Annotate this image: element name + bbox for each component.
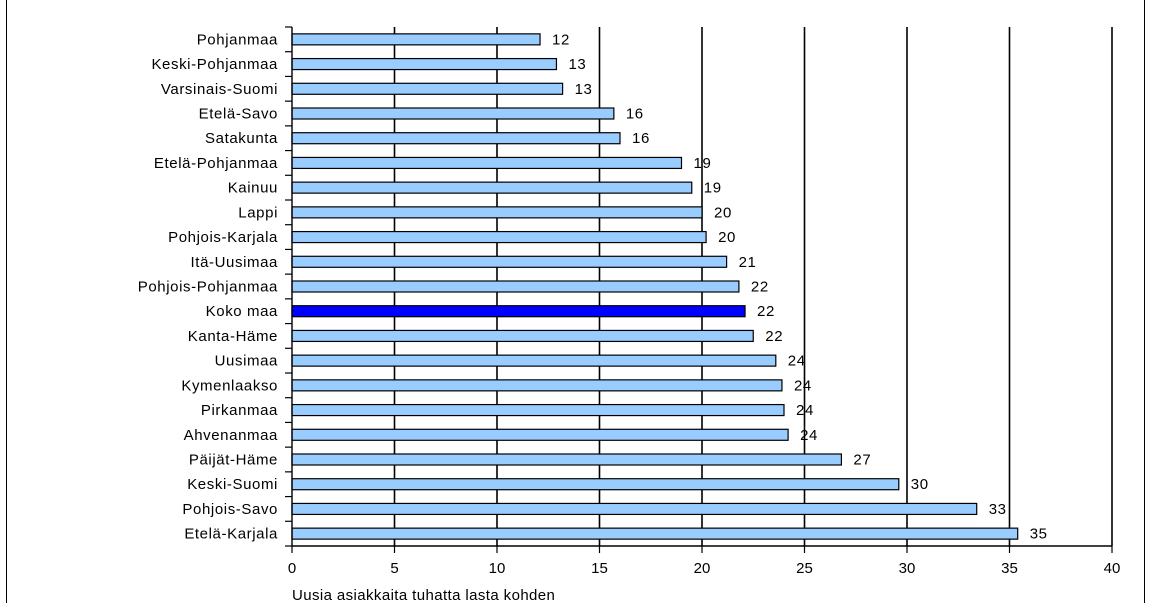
bar-keski-suomi: [291, 478, 900, 491]
bar-pohjois-karjala: [291, 230, 707, 244]
category-label: Pohjois-Pohjanmaa: [138, 279, 278, 296]
data-label: 24: [800, 427, 818, 444]
x-tick-label: 20: [694, 560, 711, 577]
category-label: Kanta-Häme: [188, 328, 278, 345]
data-label: 30: [911, 476, 929, 493]
x-tick-label: 0: [288, 560, 296, 577]
data-label: 16: [632, 130, 650, 147]
category-label: Ahvenanmaa: [184, 427, 278, 444]
data-label: 27: [853, 452, 871, 469]
category-label: Etelä-Savo: [199, 106, 278, 123]
data-label: 22: [751, 279, 769, 296]
x-tick-label: 35: [1001, 560, 1018, 577]
data-label: 24: [788, 353, 806, 370]
category-label: Keski-Pohjanmaa: [151, 56, 278, 73]
category-label: Pohjois-Karjala: [168, 229, 278, 246]
bar-etelä-pohjanmaa: [291, 156, 683, 170]
data-label: 22: [757, 303, 775, 320]
bar-etelä-karjala: [291, 527, 1019, 540]
bar-kainuu: [291, 181, 693, 194]
data-label: 22: [765, 328, 783, 345]
bar-kymenlaakso: [291, 379, 783, 392]
bar-ahvenanmaa: [291, 428, 789, 441]
data-label: 13: [568, 56, 586, 73]
category-label: Satakunta: [205, 130, 278, 147]
category-label: Lappi: [238, 204, 278, 221]
category-label: Pirkanmaa: [201, 402, 278, 419]
data-label: 21: [739, 254, 757, 271]
category-label: Päijät-Häme: [189, 452, 278, 469]
category-label: Etelä-Karjala: [184, 526, 278, 543]
x-tick-label: 30: [899, 560, 916, 577]
x-tick-label: 10: [489, 560, 506, 577]
bar-chart: 0 5 10 15 20 25 30 35 40 Pohjanmaa 12 Keski-Pohjanm…: [138, 26, 1121, 603]
category-label: Pohjois-Savo: [182, 501, 278, 518]
category-label: Uusimaa: [215, 353, 278, 370]
category-label: Itä-Uusimaa: [191, 254, 279, 271]
bar-uusimaa: [291, 354, 777, 367]
data-label: 24: [794, 377, 812, 394]
bar-keski-pohjanmaa: [291, 57, 558, 71]
axes: [285, 26, 1113, 553]
category-label: Varsinais-Suomi: [161, 81, 278, 98]
data-label: 35: [1030, 526, 1048, 543]
labels: 0 5 10 15 20 25 30 35 40 Pohjanmaa 12 Keski-Pohjanm…: [138, 31, 1121, 577]
x-tick-label: 40: [1104, 560, 1121, 577]
x-tick-label: 15: [591, 560, 608, 577]
bar-lappi: [291, 206, 703, 219]
category-label: Etelä-Pohjanmaa: [154, 155, 278, 172]
data-label: 20: [714, 204, 732, 221]
data-label: 13: [575, 81, 593, 98]
x-tick-label: 25: [796, 560, 813, 577]
data-label: 16: [626, 106, 644, 123]
data-label: 19: [694, 155, 712, 172]
data-label: 33: [989, 501, 1007, 518]
bar-itä-uusimaa: [291, 255, 728, 268]
data-label: 24: [796, 402, 814, 419]
data-label: 20: [718, 229, 736, 246]
bar-koko-maa: [291, 305, 746, 318]
category-label: Keski-Suomi: [187, 476, 278, 493]
bars: [291, 33, 1019, 540]
category-label: Pohjanmaa: [197, 31, 278, 48]
category-label: Koko maa: [206, 303, 278, 320]
data-label: 19: [704, 180, 722, 197]
bar-kanta-häme: [291, 329, 754, 343]
bar-satakunta: [291, 132, 621, 145]
x-axis-title: Uusia asiakkaita tuhatta lasta kohden: [292, 587, 555, 603]
category-label: Kymenlaakso: [181, 377, 278, 394]
bar-pohjanmaa: [291, 33, 541, 46]
bar-pirkanmaa: [291, 403, 785, 417]
category-label: Kainuu: [228, 180, 278, 197]
chart-frame: 0 5 10 15 20 25 30 35 40 Pohjanmaa 12 Keski-Pohjanm…: [6, 0, 1145, 603]
bar-päijät-häme: [291, 453, 843, 466]
bar-pohjois-pohjanmaa: [291, 280, 740, 293]
data-label: 12: [552, 31, 570, 48]
bar-varsinais-suomi: [291, 82, 564, 95]
bar-pohjois-savo: [291, 502, 978, 516]
bar-etelä-savo: [291, 107, 615, 120]
x-tick-label: 5: [390, 560, 398, 577]
